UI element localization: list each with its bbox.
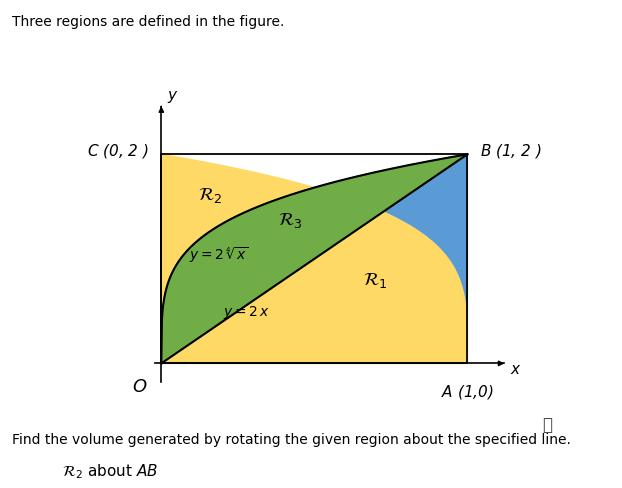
- Polygon shape: [161, 155, 467, 364]
- Text: $O$: $O$: [132, 378, 147, 396]
- Text: $C$ (0, 2 ): $C$ (0, 2 ): [87, 142, 149, 160]
- Text: $\mathcal{R}_3$: $\mathcal{R}_3$: [277, 210, 302, 229]
- Text: $y = 2\,\sqrt[4]{x}$: $y = 2\,\sqrt[4]{x}$: [189, 244, 248, 264]
- Text: $y = 2\,x$: $y = 2\,x$: [223, 303, 269, 320]
- Polygon shape: [161, 155, 467, 364]
- Text: $x$: $x$: [510, 362, 522, 376]
- Text: Find the volume generated by rotating the given region about the specified line.: Find the volume generated by rotating th…: [12, 432, 572, 446]
- Text: Three regions are defined in the figure.: Three regions are defined in the figure.: [12, 15, 285, 29]
- Text: $\mathcal{R}_1$: $\mathcal{R}_1$: [363, 271, 388, 290]
- Polygon shape: [161, 155, 467, 364]
- Text: $B$ (1, 2 ): $B$ (1, 2 ): [480, 142, 541, 160]
- Text: $\mathcal{R}_2$: $\mathcal{R}_2$: [198, 185, 223, 204]
- Text: ⓘ: ⓘ: [542, 416, 552, 433]
- Text: $y$: $y$: [167, 89, 179, 105]
- Text: $\mathcal{R}_2$ about $AB$: $\mathcal{R}_2$ about $AB$: [62, 461, 158, 480]
- Text: $A$ (1,0): $A$ (1,0): [441, 383, 494, 400]
